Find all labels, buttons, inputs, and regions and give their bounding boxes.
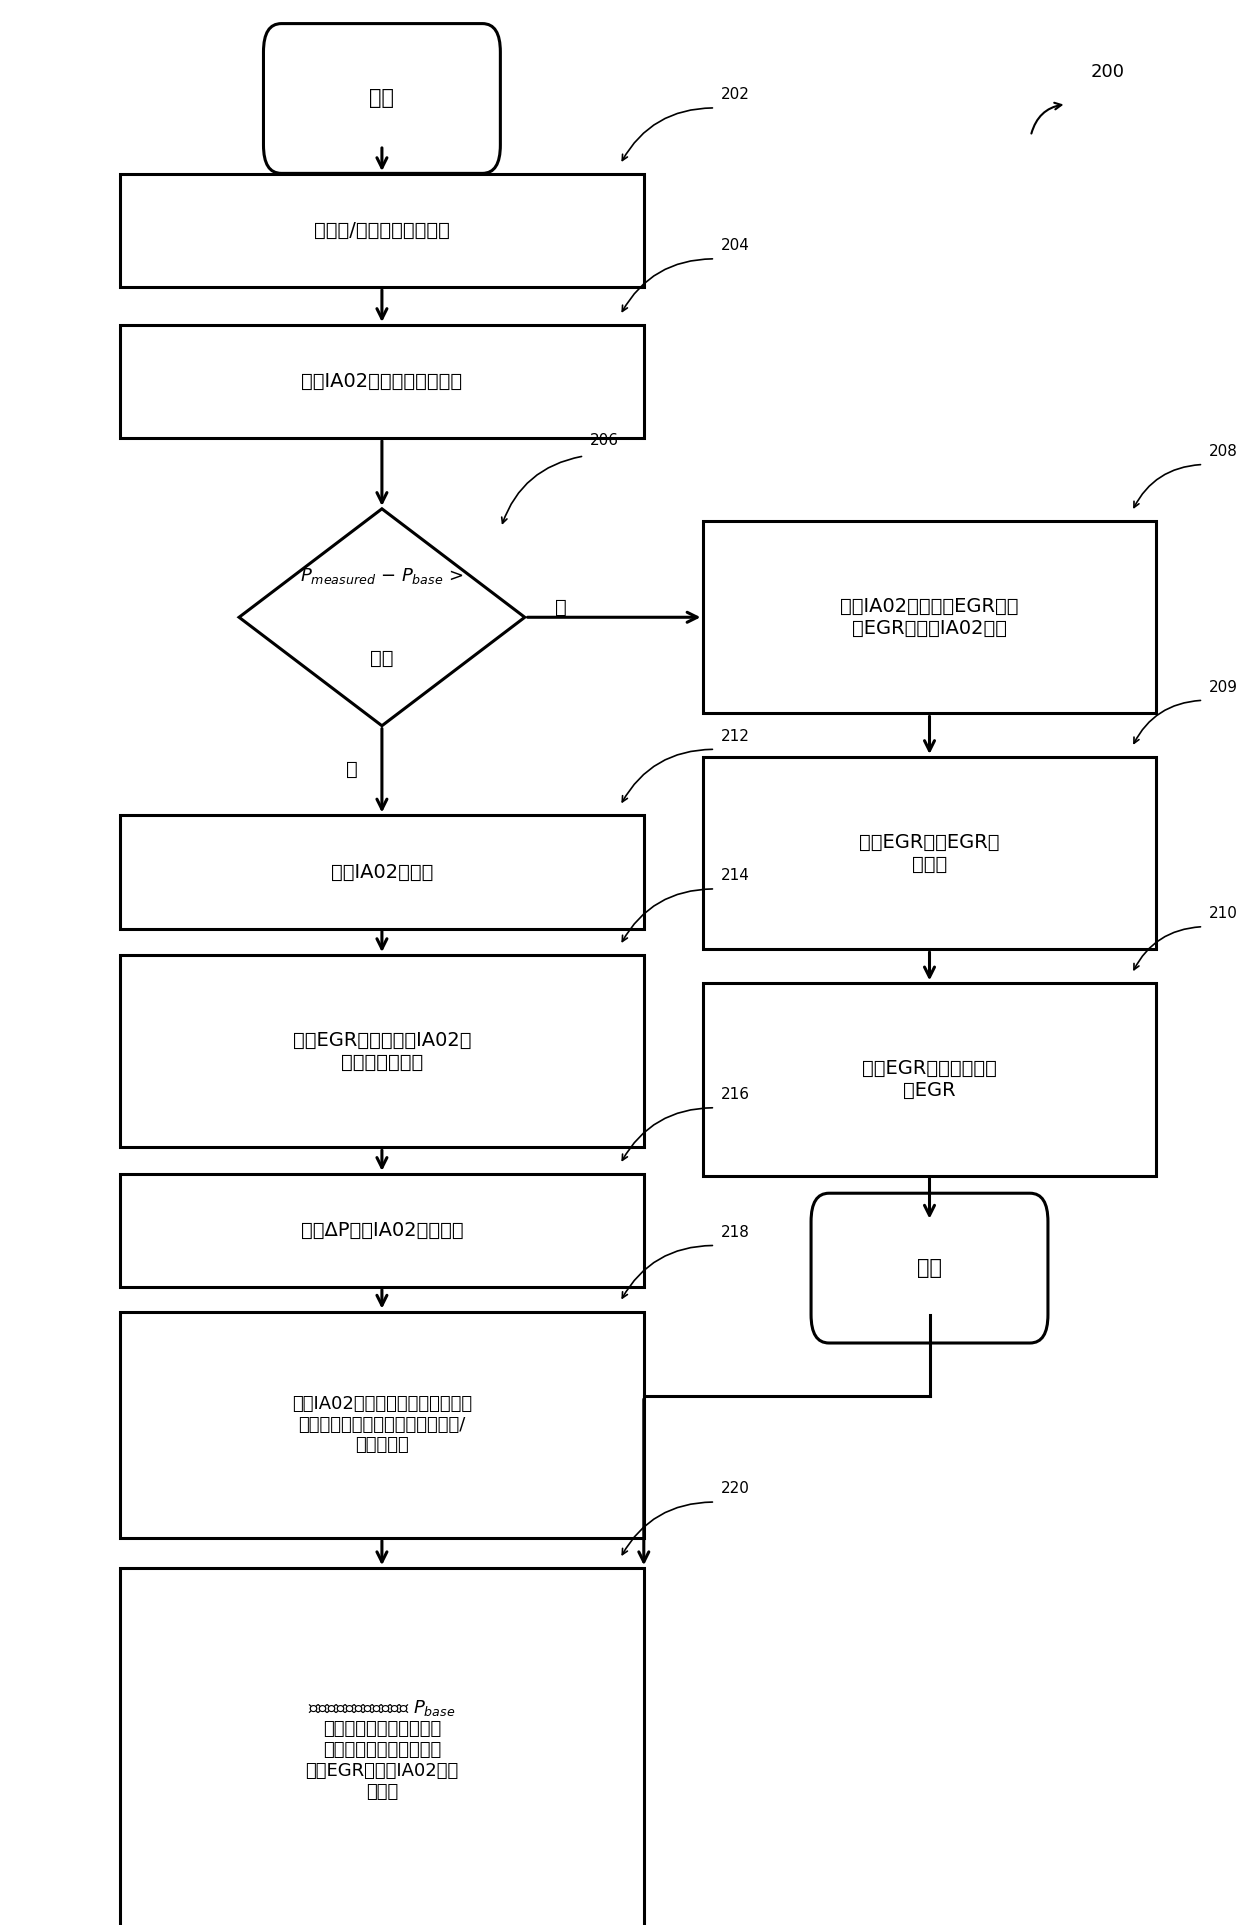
Text: 210: 210	[1209, 907, 1238, 920]
Text: 208: 208	[1209, 445, 1238, 458]
Text: 218: 218	[722, 1224, 750, 1240]
Text: 206: 206	[590, 433, 619, 449]
Text: 216: 216	[722, 1088, 750, 1103]
Polygon shape	[239, 508, 525, 726]
Text: 200: 200	[1090, 64, 1125, 81]
FancyBboxPatch shape	[120, 173, 644, 287]
Text: 返回: 返回	[918, 1259, 942, 1278]
FancyBboxPatch shape	[120, 1569, 644, 1925]
FancyBboxPatch shape	[703, 522, 1156, 714]
Text: 212: 212	[722, 730, 750, 743]
Text: 214: 214	[722, 868, 750, 884]
FancyBboxPatch shape	[120, 1311, 644, 1538]
Text: 开始: 开始	[370, 89, 394, 108]
Text: 基于IA02测量确定EGR并启
用EGR系统和IA02诊断: 基于IA02测量确定EGR并启 用EGR系统和IA02诊断	[841, 597, 1019, 637]
Text: 估计和/或测量发动机工况: 估计和/或测量发动机工况	[314, 221, 450, 241]
Text: 否: 否	[554, 599, 567, 618]
Text: 基于EGR调整EGR燃
烧参数: 基于EGR调整EGR燃 烧参数	[859, 834, 999, 874]
FancyBboxPatch shape	[120, 325, 644, 439]
Text: $P_{measured}$ $-$ $P_{base}$ >: $P_{measured}$ $-$ $P_{base}$ >	[300, 566, 464, 585]
Text: 209: 209	[1209, 680, 1239, 695]
FancyBboxPatch shape	[703, 757, 1156, 949]
FancyBboxPatch shape	[703, 984, 1156, 1176]
Text: 基于IA02处的水量调整到进气歧管
的空气流（例如，调整节气门）和/
或火花正时: 基于IA02处的水量调整到进气歧管 的空气流（例如，调整节气门）和/ 或火花正时	[291, 1396, 472, 1455]
Text: 当加热器功率消耗返回到 $P_{base}$
时使火花正时和节气门位
置返回到所要求的水平并
启用EGR系统和IA02加热
器诊断: 当加热器功率消耗返回到 $P_{base}$ 时使火花正时和节气门位 置返回到所…	[305, 1698, 459, 1800]
Text: 220: 220	[722, 1482, 750, 1496]
Text: 204: 204	[722, 239, 750, 254]
Text: 是: 是	[346, 760, 358, 780]
Text: 指示IA02处的水: 指示IA02处的水	[331, 862, 433, 882]
FancyBboxPatch shape	[263, 23, 501, 173]
Text: 基于ΔP确定IA02处的水量: 基于ΔP确定IA02处的水量	[300, 1220, 464, 1240]
Text: 确定IA02的加热器功率消耗: 确定IA02的加热器功率消耗	[301, 372, 463, 391]
Text: 调整EGR阀以输送期望
的EGR: 调整EGR阀以输送期望 的EGR	[862, 1059, 997, 1099]
Text: 202: 202	[722, 87, 750, 102]
FancyBboxPatch shape	[120, 816, 644, 928]
Text: 阀值: 阀值	[371, 649, 393, 668]
FancyBboxPatch shape	[120, 1174, 644, 1288]
FancyBboxPatch shape	[120, 955, 644, 1147]
Text: 停用EGR系统诊断和IA02加
热器退化的指示: 停用EGR系统诊断和IA02加 热器退化的指示	[293, 1030, 471, 1072]
FancyBboxPatch shape	[811, 1194, 1048, 1344]
